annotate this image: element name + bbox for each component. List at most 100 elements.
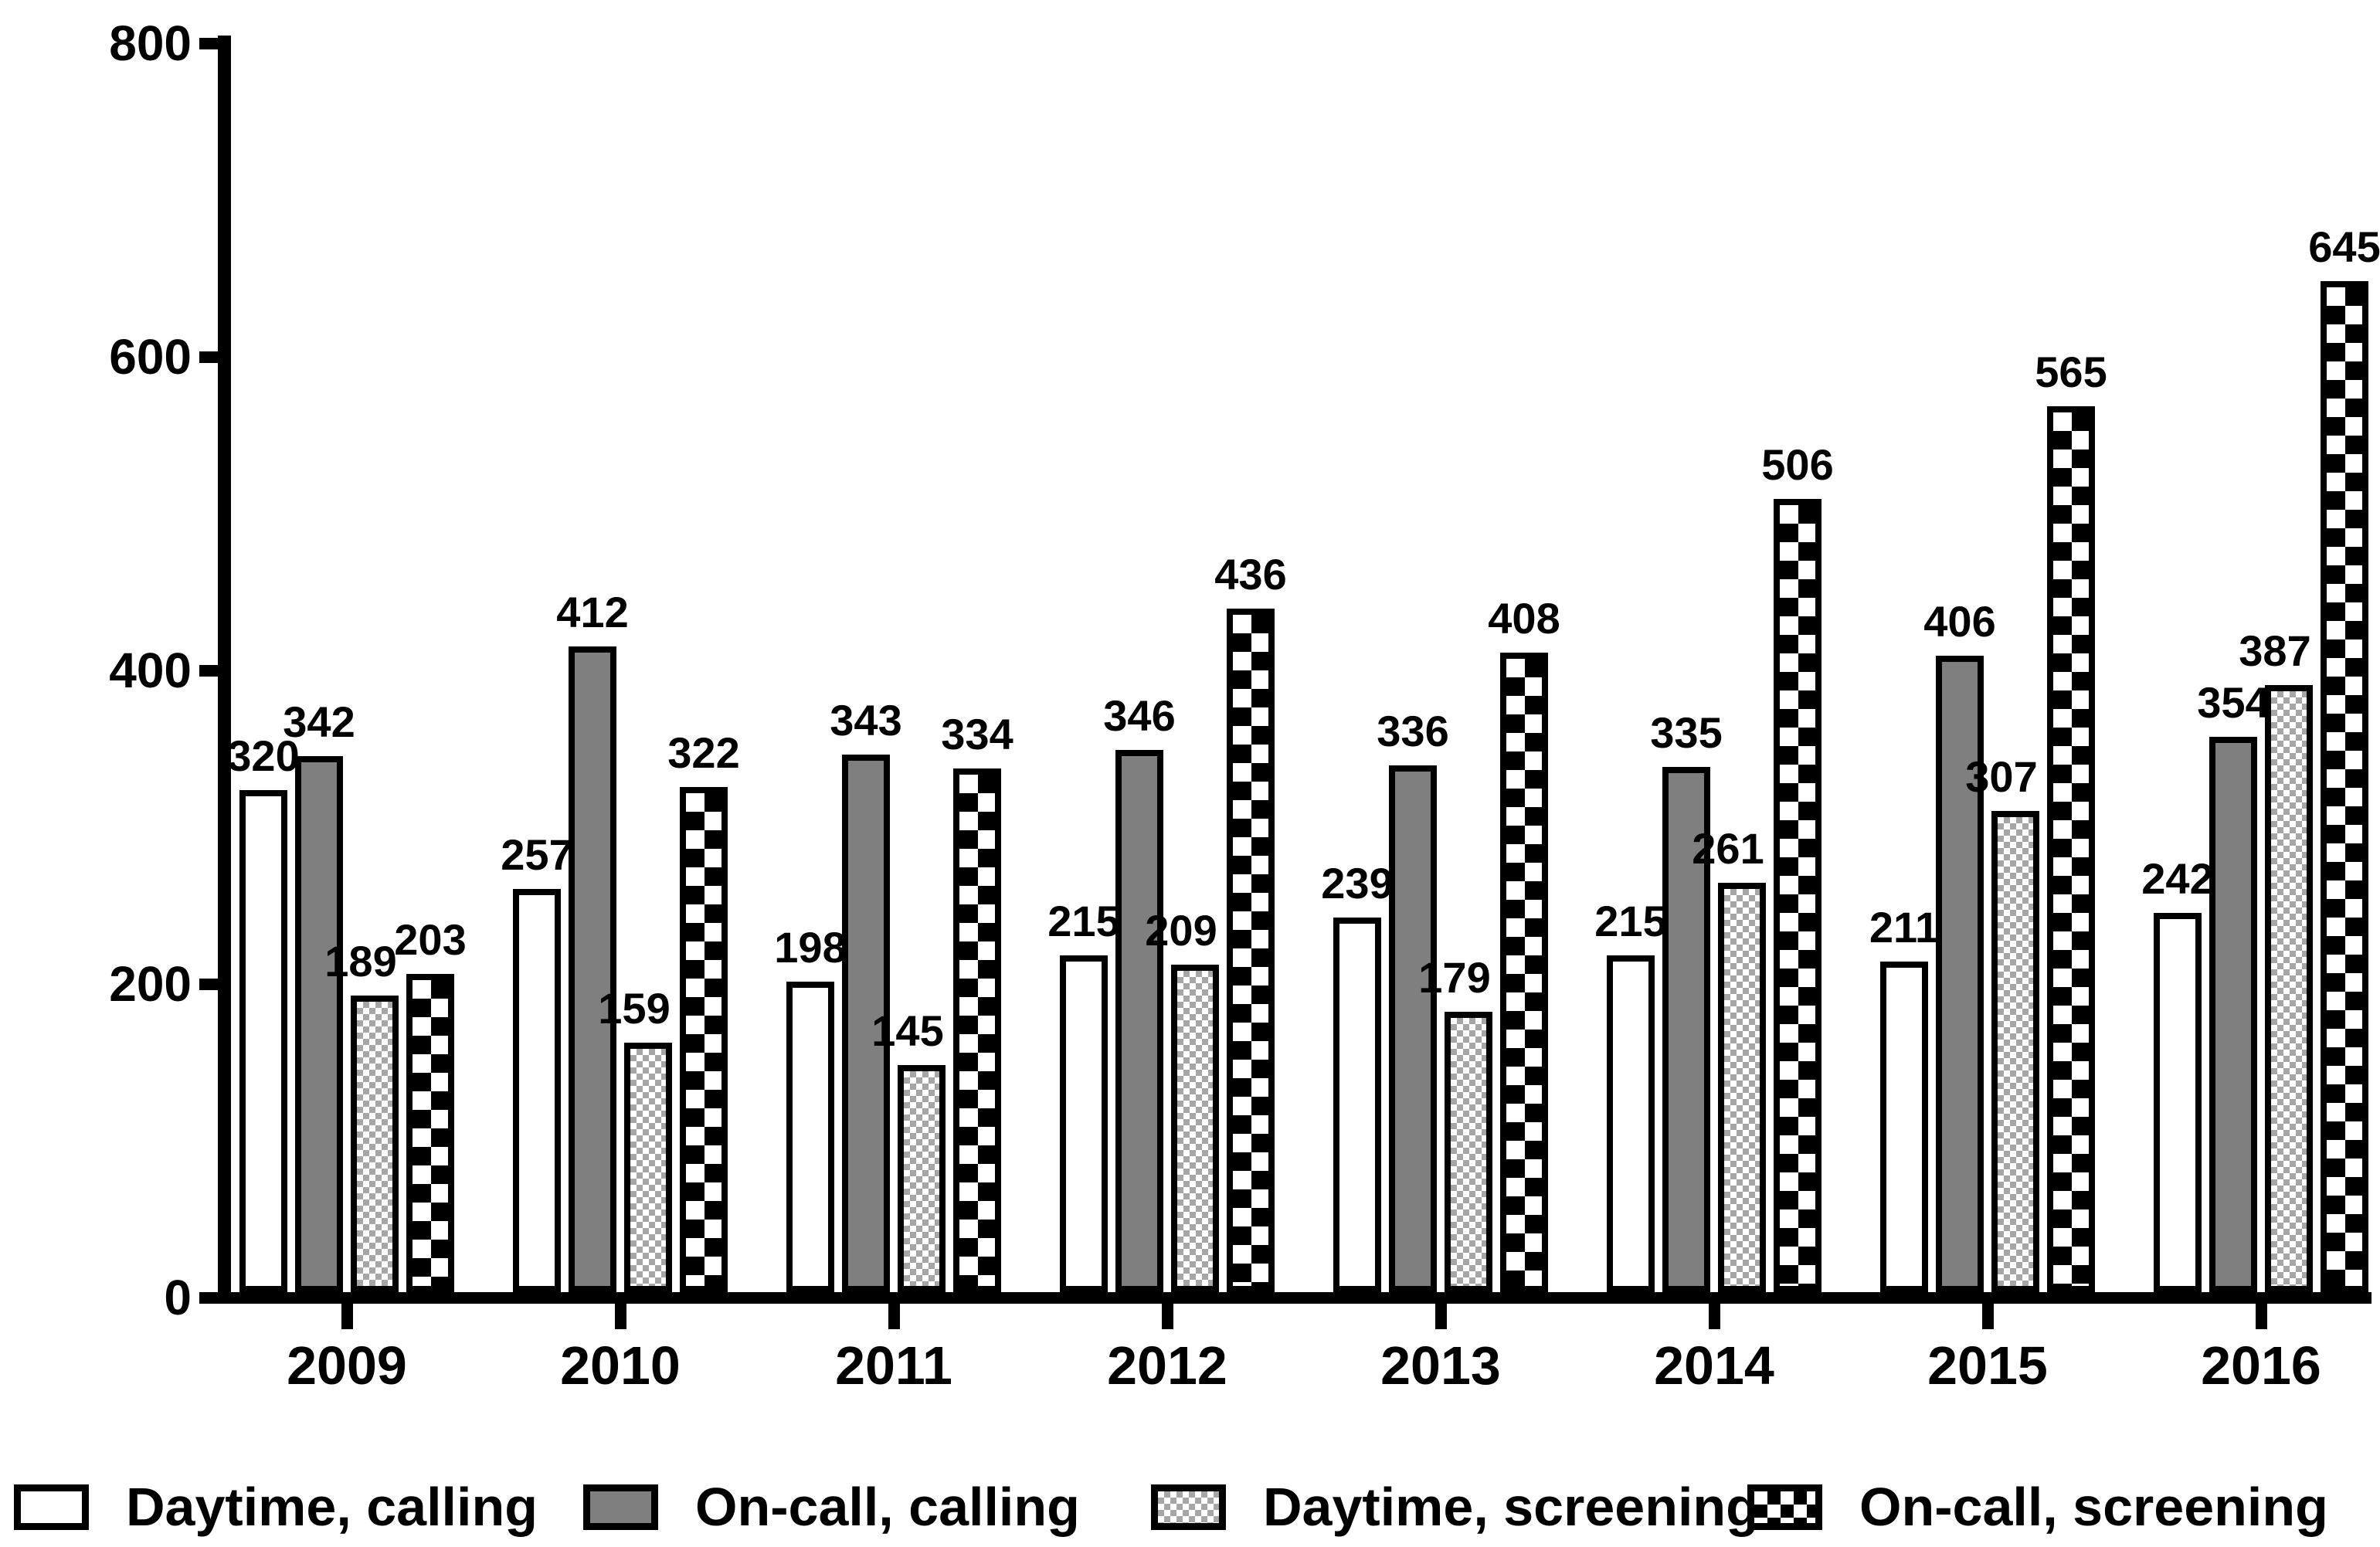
bar-group-2013: 239 336 179 408 — [1321, 0, 1560, 1292]
bar-value-label: 215 — [1594, 897, 1667, 945]
bar-2011-daytime-screening — [898, 1065, 946, 1292]
bar-value-label: 354 — [2197, 678, 2270, 727]
legend-label-oncall-calling: On-call, calling — [695, 1477, 1080, 1537]
bar-value-label: 209 — [1145, 906, 1217, 955]
y-tick — [199, 978, 220, 990]
y-axis-line — [218, 36, 231, 1303]
y-tick — [199, 37, 220, 49]
bar-slot: 334 — [941, 713, 1013, 1292]
bar-2009-daytime-calling — [239, 790, 287, 1292]
legend-item-oncall-screening: On-call, screening — [1747, 1480, 2328, 1534]
bar-2015-daytime-screening — [1991, 811, 2039, 1292]
x-axis-label: 2016 — [2201, 1335, 2321, 1396]
bar-group-2016: 242 354 387 645 — [2141, 0, 2380, 1292]
y-tick — [199, 351, 220, 363]
bar-value-label: 336 — [1377, 707, 1449, 755]
bar-2014-daytime-screening — [1718, 883, 1766, 1292]
y-tick — [199, 664, 220, 677]
bar-slot: 506 — [1761, 443, 1834, 1292]
bar-value-label: 565 — [2035, 348, 2107, 396]
bar-value-label: 159 — [598, 984, 671, 1033]
bar-slot: 320 — [227, 734, 300, 1292]
bar-group-2009: 320 342 189 203 — [227, 0, 467, 1292]
bar-2016-daytime-calling — [2154, 913, 2202, 1292]
x-tick — [341, 1304, 353, 1329]
x-axis-label: 2014 — [1654, 1335, 1774, 1396]
y-tick-label: 0 — [164, 1270, 192, 1325]
bar-2010-daytime-calling — [513, 889, 561, 1292]
bar-2010-on-call-calling — [569, 646, 616, 1292]
x-axis-label: 2011 — [835, 1335, 952, 1396]
bar-2011-daytime-calling — [786, 982, 834, 1292]
bar-2010-daytime-screening — [624, 1043, 672, 1292]
x-tick — [1434, 1304, 1447, 1329]
x-axis-line — [218, 1292, 2372, 1304]
x-tick — [888, 1304, 900, 1329]
bar-2014-daytime-calling — [1607, 955, 1655, 1292]
legend-swatch-oncall-screening-icon — [1747, 1484, 1822, 1530]
bar-slot: 412 — [556, 591, 629, 1292]
bar-value-label: 257 — [501, 830, 573, 879]
y-tick-label: 800 — [109, 15, 192, 71]
bar-value-label: 343 — [830, 696, 902, 745]
bar-2011-on-call-screening — [953, 768, 1001, 1292]
bar-value-label: 334 — [941, 710, 1013, 758]
bar-slot: 211 — [1869, 906, 1939, 1292]
legend-label-daytime-screening: Daytime, screening — [1263, 1477, 1759, 1537]
bar-2012-on-call-screening — [1227, 609, 1275, 1292]
bar-2015-on-call-calling — [1936, 656, 1984, 1292]
x-axis-label: 2009 — [287, 1335, 407, 1396]
bar-2010-on-call-screening — [680, 787, 728, 1292]
bar-slot: 565 — [2035, 351, 2107, 1292]
legend-item-daytime-screening: Daytime, screening — [1151, 1480, 1759, 1534]
bar-slot: 179 — [1418, 956, 1492, 1292]
bar-2013-on-call-calling — [1389, 765, 1437, 1292]
bar-group-2015: 211 406 307 565 — [1869, 0, 2107, 1292]
bar-value-label: 320 — [227, 731, 300, 780]
bar-group-2012: 215 346 209 436 — [1047, 0, 1287, 1292]
bar-group-2014: 215 335 261 506 — [1594, 0, 1834, 1292]
bar-value-label: 412 — [556, 588, 629, 636]
legend-label-daytime-calling: Daytime, calling — [126, 1477, 538, 1537]
bar-value-label: 335 — [1650, 708, 1723, 757]
bar-value-label: 145 — [871, 1006, 944, 1055]
legend-label-oncall-screening: On-call, screening — [1859, 1477, 2328, 1537]
bar-value-label: 189 — [324, 937, 397, 986]
bar-2012-daytime-screening — [1171, 965, 1219, 1292]
bar-2011-on-call-calling — [842, 755, 890, 1292]
bar-slot: 387 — [2239, 629, 2313, 1292]
bar-slot: 242 — [2141, 857, 2214, 1292]
y-tick-label: 400 — [109, 643, 192, 698]
legend-swatch-oncall-calling-icon — [583, 1484, 658, 1530]
bar-slot: 215 — [1594, 900, 1667, 1292]
bar-slot: 198 — [774, 926, 847, 1292]
x-axis-label: 2012 — [1107, 1335, 1227, 1396]
legend-swatch-daytime-screening-icon — [1151, 1484, 1226, 1530]
legend-swatch-daytime-calling-icon — [14, 1484, 89, 1530]
y-tick-label: 200 — [109, 956, 192, 1012]
bar-value-label: 406 — [1923, 597, 1996, 646]
bar-2009-on-call-screening — [406, 974, 454, 1292]
plot-area: 320 342 189 203 257 412 159 322 198 343 145 334 215 3… — [227, 0, 2380, 1292]
bar-slot: 342 — [283, 701, 355, 1292]
bar-2013-daytime-screening — [1445, 1012, 1492, 1292]
bar-2013-on-call-screening — [1500, 653, 1548, 1292]
legend-item-daytime-calling: Daytime, calling — [14, 1480, 538, 1534]
bar-slot: 354 — [2197, 681, 2270, 1292]
bar-group-2010: 257 412 159 322 — [501, 0, 740, 1292]
bar-2009-daytime-screening — [351, 996, 399, 1292]
bar-slot: 343 — [830, 699, 902, 1292]
bar-slot: 203 — [394, 918, 467, 1292]
bar-2014-on-call-calling — [1662, 767, 1710, 1292]
bar-2013-daytime-calling — [1333, 918, 1381, 1292]
bar-value-label: 506 — [1761, 440, 1834, 489]
bar-2012-on-call-calling — [1115, 750, 1163, 1292]
bar-2015-daytime-calling — [1880, 962, 1928, 1292]
bar-slot: 159 — [598, 987, 672, 1292]
bar-slot: 645 — [2308, 226, 2380, 1292]
bar-slot: 346 — [1103, 694, 1176, 1292]
bar-value-label: 645 — [2308, 222, 2380, 271]
x-tick — [614, 1304, 626, 1329]
bar-value-label: 436 — [1214, 550, 1287, 599]
